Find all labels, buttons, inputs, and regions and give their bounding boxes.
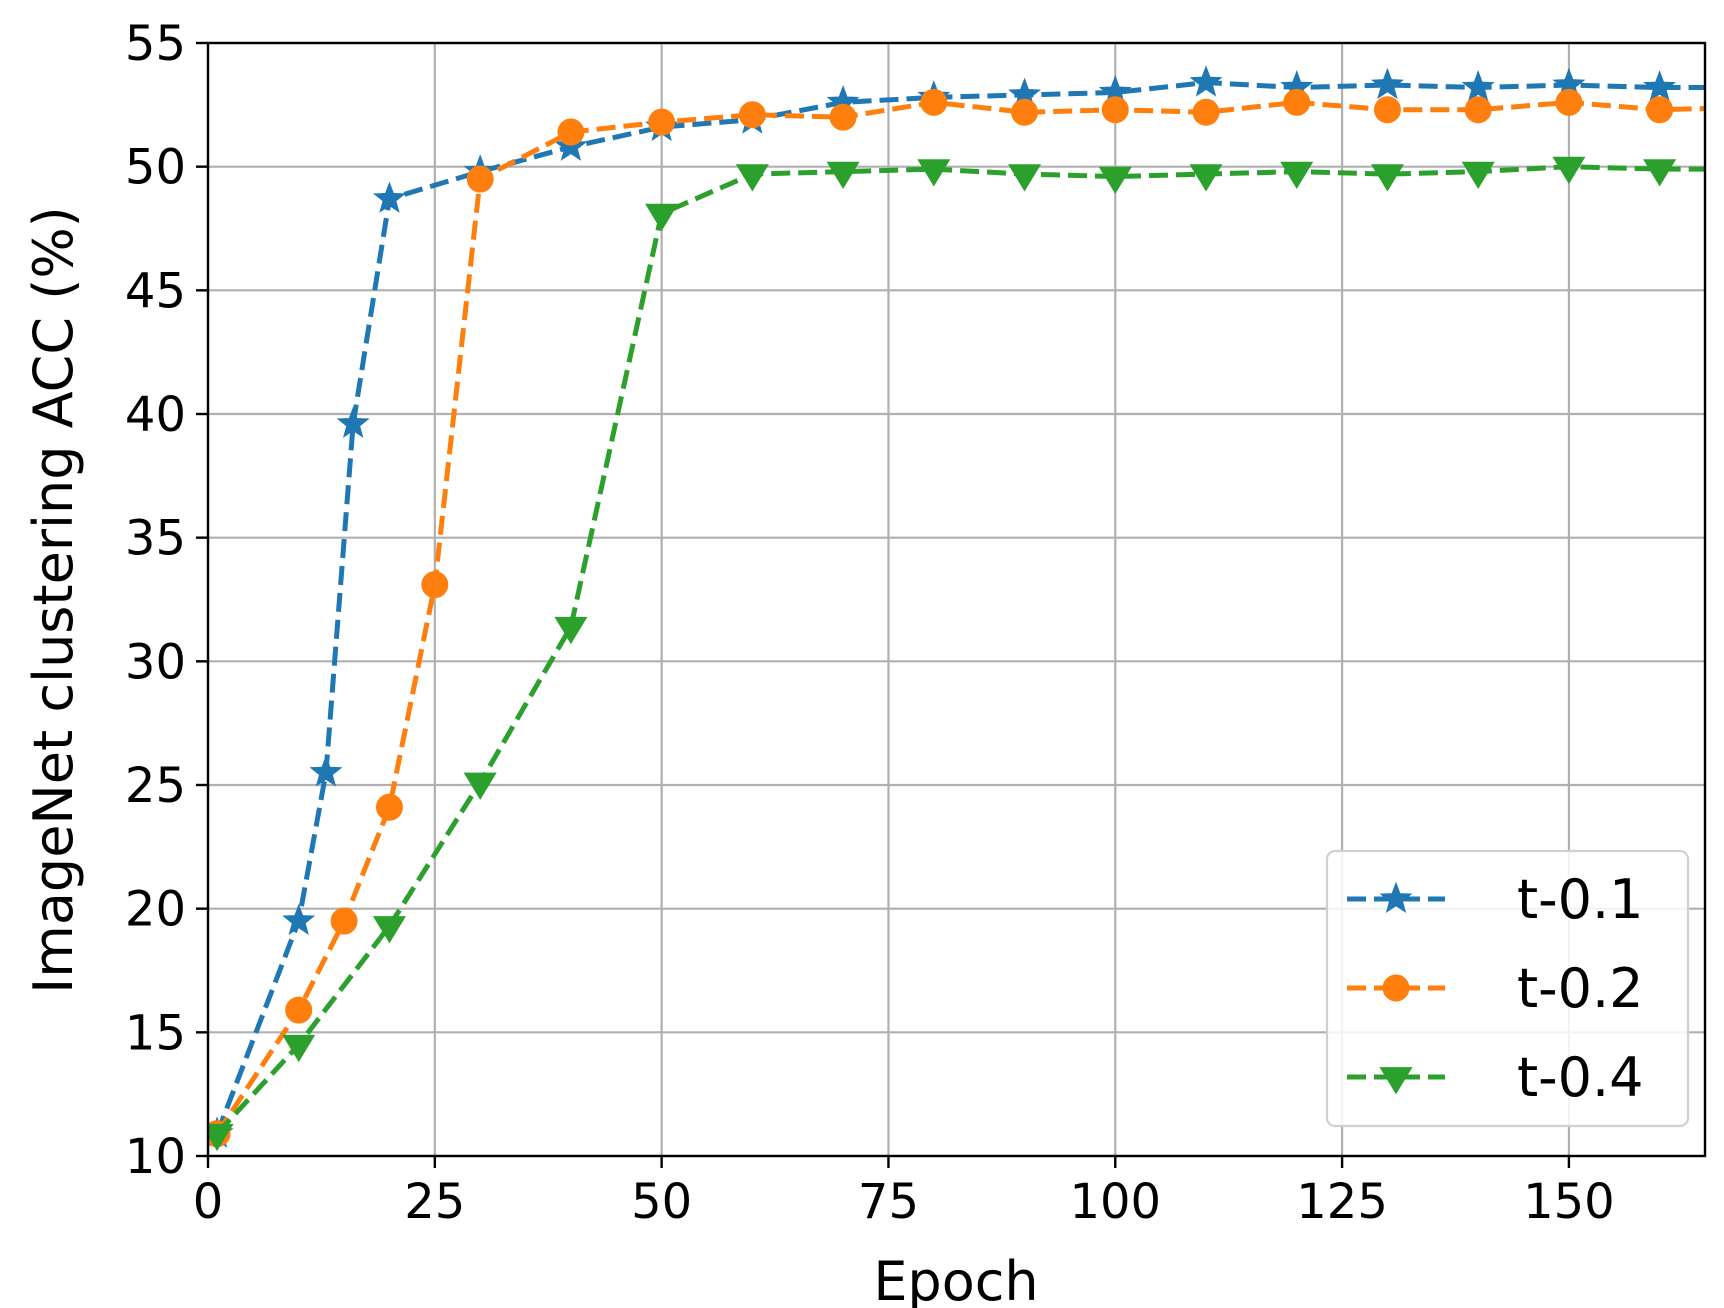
data-point [336, 406, 370, 438]
data-point [738, 101, 766, 129]
x-tick-label: 75 [858, 1174, 919, 1230]
data-point [1461, 70, 1495, 102]
data-point [372, 181, 406, 213]
x-axis-label: Epoch [873, 1250, 1038, 1308]
series-t-0.4 [208, 156, 1705, 1152]
data-point [463, 772, 497, 800]
data-point [372, 916, 406, 944]
data-point [554, 616, 588, 645]
data-point [1370, 164, 1404, 192]
data-point [829, 103, 857, 131]
data-point [1370, 67, 1404, 100]
data-point [1464, 96, 1492, 124]
data-point [1192, 98, 1220, 126]
y-tick-label: 15 [125, 1005, 186, 1061]
data-point [466, 165, 494, 193]
data-point [282, 903, 316, 936]
data-point [557, 118, 585, 146]
data-point [1461, 161, 1495, 190]
series-t-0.2 [208, 88, 1705, 1148]
data-point [421, 571, 449, 599]
legend: t-0.1 t-0.2 t-0.4 [1325, 849, 1690, 1128]
x-tick-label: 125 [1296, 1174, 1388, 1230]
data-point [309, 755, 343, 787]
data-point [1373, 96, 1401, 124]
series-layer [208, 65, 1705, 1152]
data-point [375, 793, 403, 821]
data-point [330, 907, 358, 935]
data-point [735, 164, 769, 192]
data-point [1280, 161, 1314, 190]
data-point [826, 161, 860, 190]
y-tick-label: 45 [125, 263, 186, 319]
data-point [282, 1034, 316, 1063]
legend-label: t-0.2 [1517, 957, 1644, 1020]
legend-label: t-0.1 [1517, 868, 1644, 931]
y-tick-label: 50 [125, 140, 186, 196]
plot-frame [206, 41, 1707, 1158]
x-tick-label: 0 [193, 1174, 224, 1230]
legend-marker [1379, 1067, 1413, 1095]
x-tick-label: 100 [1069, 1174, 1161, 1230]
legend-label: t-0.4 [1517, 1046, 1644, 1109]
data-point [1189, 164, 1223, 192]
data-point [208, 1123, 234, 1152]
legend-entry: t-0.4 [1347, 1046, 1644, 1109]
data-point [648, 108, 676, 136]
y-tick-label: 20 [125, 882, 186, 938]
axis-ticks: 0 25 50 75 100 125 150 10 15 20 25 30 35 40 45 50 55 [125, 16, 1615, 1230]
legend-entry: t-0.2 [1347, 957, 1644, 1020]
x-tick-label: 25 [404, 1174, 465, 1230]
series-line [215, 164, 1705, 1136]
data-point [1643, 70, 1677, 102]
data-point [1189, 65, 1223, 97]
y-tick-label: 30 [125, 634, 186, 690]
y-tick-label: 40 [125, 387, 186, 443]
data-point [1552, 156, 1586, 185]
data-point [1011, 98, 1039, 126]
series-line [214, 99, 1705, 1136]
x-tick-label: 50 [631, 1174, 692, 1230]
y-tick-label: 25 [125, 758, 186, 814]
legend-box [1325, 849, 1690, 1128]
data-point [1098, 166, 1132, 194]
series-line [214, 80, 1705, 1135]
data-point [917, 159, 951, 187]
data-point [1101, 96, 1129, 124]
x-tick-label: 150 [1523, 1174, 1615, 1230]
y-axis-label: ImageNet clustering ACC (%) [22, 206, 85, 993]
y-tick-label: 10 [125, 1129, 186, 1185]
data-point [285, 996, 313, 1024]
legend-marker [1379, 881, 1413, 914]
data-point [1643, 159, 1677, 187]
data-point [1008, 164, 1042, 192]
data-point [1646, 96, 1674, 124]
legend-marker [1382, 974, 1410, 1002]
legend-entry: t-0.1 [1347, 868, 1644, 931]
y-tick-label: 35 [125, 511, 186, 567]
data-point [920, 88, 948, 116]
data-point [645, 203, 679, 232]
y-tick-label: 55 [125, 16, 186, 72]
data-point [1555, 88, 1583, 116]
data-point [1283, 88, 1311, 116]
